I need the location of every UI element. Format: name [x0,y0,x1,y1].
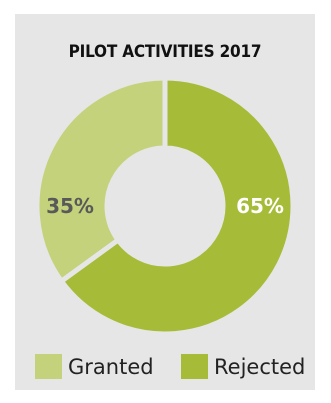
legend-label-rejected: Rejected [214,355,306,379]
donut-hole [108,149,222,263]
donut-slice-granted [34,75,168,285]
donut-label-rejected: 65% [236,194,284,218]
donut-chart: 35% 65% [34,75,296,337]
donut-label-granted: 35% [46,194,94,218]
chart-panel: PILOT ACTIVITIES 2017 35% 65% Granted Rej… [15,14,315,390]
donut-slice-rejected [57,75,296,337]
legend-label-granted: Granted [68,355,154,379]
chart-legend: Granted Rejected [35,352,325,382]
legend-swatch-rejected [181,354,208,379]
chart-title: PILOT ACTIVITIES 2017 [68,42,262,62]
legend-swatch-granted [35,354,62,379]
